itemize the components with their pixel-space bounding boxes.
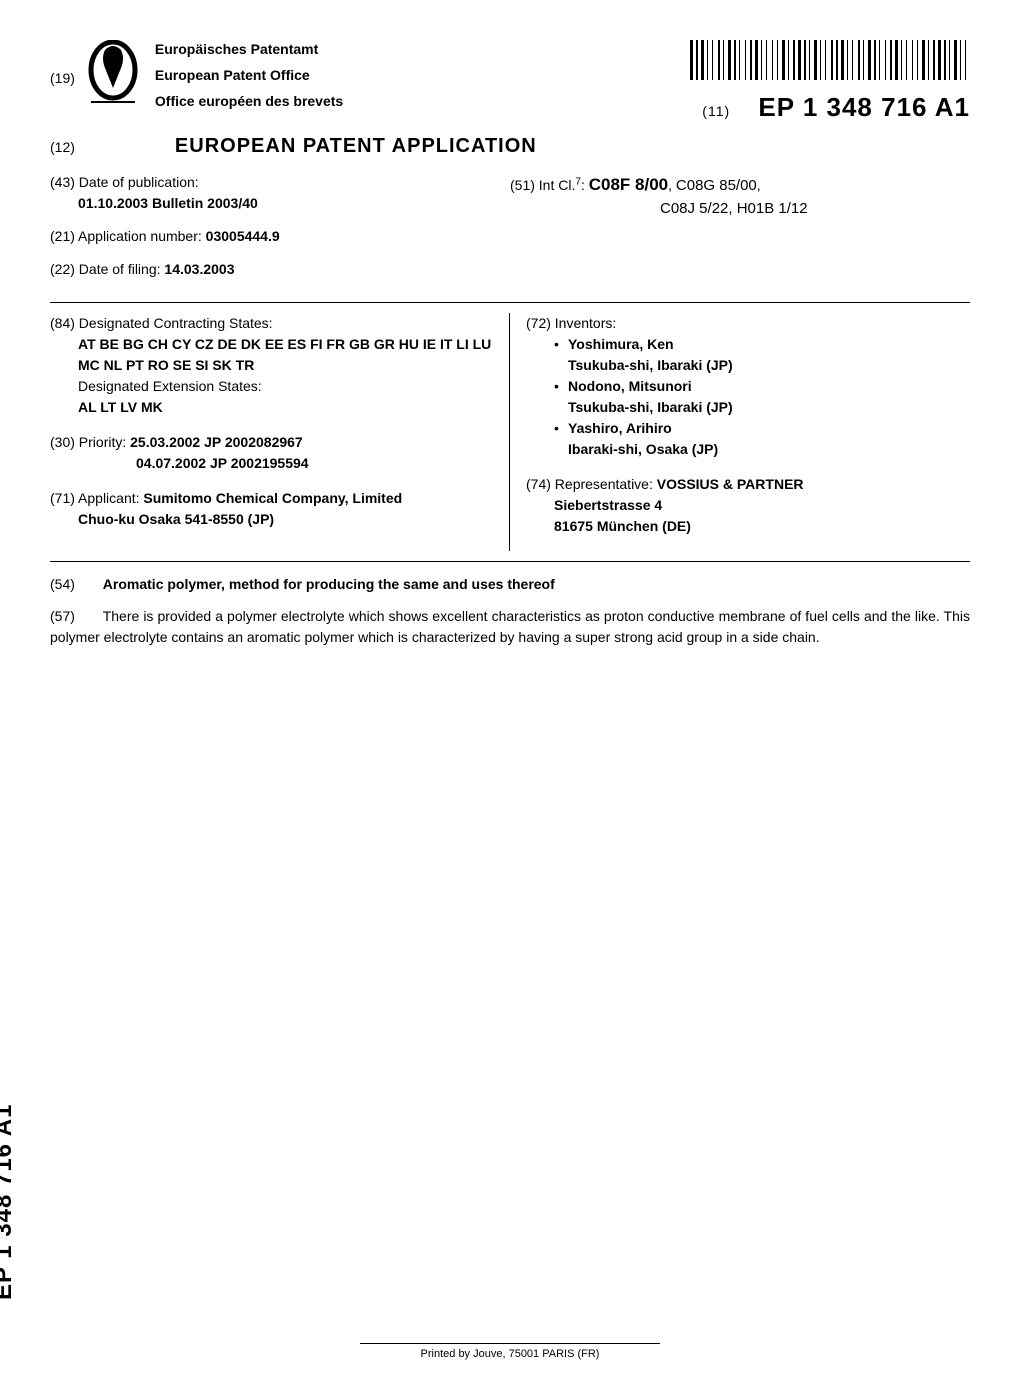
footer: Printed by Jouve, 75001 PARIS (FR) [0, 1343, 1020, 1360]
code-54: (54) [50, 576, 75, 592]
office-names: Europäisches Patentamt European Patent O… [155, 40, 343, 111]
field-71: (71) Applicant: Sumitomo Chemical Compan… [50, 488, 493, 530]
intcl-sup: 7 [575, 176, 581, 187]
label-30: Priority: [79, 434, 126, 450]
label-22: Date of filing: [79, 261, 161, 277]
code-74: (74) [526, 476, 551, 492]
priority-1: 25.03.2002 JP 2002082967 [130, 434, 303, 450]
barcode-icon [510, 40, 970, 80]
code-72: (72) [526, 315, 551, 331]
epo-logo-icon [85, 40, 141, 115]
publication-number: (11) EP 1 348 716 A1 [510, 92, 970, 123]
intcl-sub1: C08G 85/00 [676, 177, 757, 194]
applicant-addr: Chuo-ku Osaka 541-8550 (JP) [50, 509, 274, 530]
header-left: (19) Europäisches Patentamt European Pat… [50, 40, 510, 115]
footer-text: Printed by Jouve, 75001 PARIS (FR) [421, 1348, 600, 1360]
rep-addr1: Siebertstrasse 4 [526, 495, 662, 516]
label-72: Inventors: [555, 315, 616, 331]
code-57: (57) [50, 608, 75, 624]
bib-box: (84) Designated Contracting States: AT B… [50, 302, 970, 562]
field-21: (21) Application number: 03005444.9 [50, 226, 510, 247]
intcl-sub2: C08J 5/22, H01B 1/12 [510, 200, 808, 217]
code-22: (22) [50, 261, 75, 277]
rep-addr2: 81675 München (DE) [526, 516, 691, 537]
bib-box-left: (84) Designated Contracting States: AT B… [50, 313, 510, 551]
office-name-de: Europäisches Patentamt [155, 40, 343, 58]
inventor-item: •Yoshimura, KenTsukuba-shi, Ibaraki (JP) [554, 334, 970, 376]
code-19: (19) [50, 70, 75, 86]
doc-type-text: EUROPEAN PATENT APPLICATION [175, 135, 537, 158]
label-21: Application number: [78, 228, 202, 244]
pub-number-value: EP 1 348 716 A1 [758, 92, 970, 122]
bib-top: (43) Date of publication: 01.10.2003 Bul… [50, 172, 970, 292]
ext-states-84: AL LT LV MK [50, 397, 163, 418]
code-11: (11) [702, 103, 730, 119]
value-22: 14.03.2003 [164, 261, 234, 277]
label-84: Designated Contracting States: [79, 315, 273, 331]
office-name-fr: Office européen des brevets [155, 92, 343, 110]
inventor-item: •Nodono, MitsunoriTsukuba-shi, Ibaraki (… [554, 376, 970, 418]
code-51: (51) [510, 177, 535, 193]
field-51: (51) Int Cl.7: C08F 8/00, C08G 85/00, C0… [510, 172, 970, 220]
code-12: (12) [50, 139, 75, 155]
priority-2: 04.07.2002 JP 2002195594 [50, 453, 309, 474]
office-name-en: European Patent Office [155, 66, 343, 84]
code-21: (21) [50, 228, 75, 244]
bib-top-right: (51) Int Cl.7: C08F 8/00, C08G 85/00, C0… [510, 172, 970, 292]
abstract-text: There is provided a polymer electrolyte … [50, 608, 970, 645]
label-43: Date of publication: [79, 174, 199, 190]
rep-name: VOSSIUS & PARTNER [657, 476, 804, 492]
applicant-name: Sumitomo Chemical Company, Limited [143, 490, 402, 506]
bib-box-right: (72) Inventors: •Yoshimura, KenTsukuba-s… [510, 313, 970, 551]
code-30: (30) [50, 434, 75, 450]
intcl-main: C08F 8/00 [589, 175, 668, 194]
code-71: (71) [50, 490, 75, 506]
field-22: (22) Date of filing: 14.03.2003 [50, 259, 510, 280]
field-72: (72) Inventors: •Yoshimura, KenTsukuba-s… [526, 313, 970, 460]
inventor-item: •Yashiro, ArihiroIbaraki-shi, Osaka (JP) [554, 418, 970, 460]
label-71: Applicant: [78, 490, 139, 506]
bib-top-left: (43) Date of publication: 01.10.2003 Bul… [50, 172, 510, 292]
field-30: (30) Priority: 25.03.2002 JP 2002082967 … [50, 432, 493, 474]
doc-type-row: (12) EUROPEAN PATENT APPLICATION [50, 135, 970, 158]
value-21: 03005444.9 [206, 228, 280, 244]
title-row: (54) Aromatic polymer, method for produc… [50, 576, 970, 592]
field-43: (43) Date of publication: 01.10.2003 Bul… [50, 172, 510, 214]
code-84: (84) [50, 315, 75, 331]
ext-label-84: Designated Extension States: [50, 376, 262, 397]
footer-divider [360, 1343, 660, 1344]
field-84: (84) Designated Contracting States: AT B… [50, 313, 493, 418]
header-right: (11) EP 1 348 716 A1 [510, 40, 970, 123]
value-43: 01.10.2003 Bulletin 2003/40 [50, 195, 258, 211]
states-84: AT BE BG CH CY CZ DE DK EE ES FI FR GB G… [50, 334, 493, 376]
field-74: (74) Representative: VOSSIUS & PARTNER S… [526, 474, 970, 537]
label-74: Representative: [555, 476, 653, 492]
abstract: (57) There is provided a polymer electro… [50, 606, 970, 648]
side-pub-number: EP 1 348 716 A1 [0, 1104, 18, 1300]
code-43: (43) [50, 174, 75, 190]
inventors-list: •Yoshimura, KenTsukuba-shi, Ibaraki (JP)… [526, 334, 970, 460]
header: (19) Europäisches Patentamt European Pat… [50, 40, 970, 123]
title-text: Aromatic polymer, method for producing t… [103, 576, 555, 592]
label-51: Int Cl. [539, 177, 576, 193]
